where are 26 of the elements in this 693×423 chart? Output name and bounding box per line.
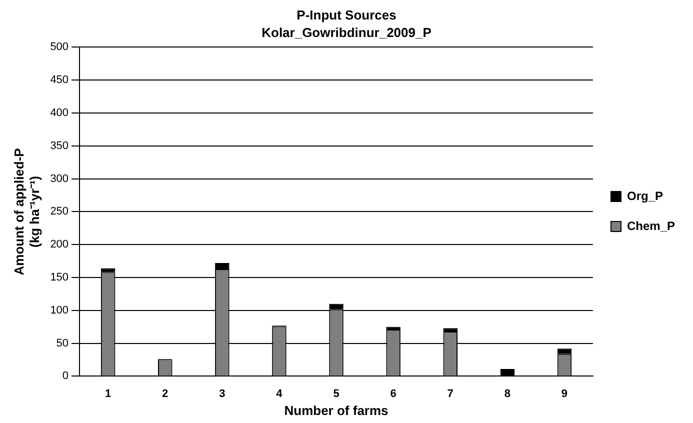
- x-tick-label: 1: [105, 388, 112, 400]
- y-tick-label: 400: [50, 107, 69, 120]
- x-tick-label: 9: [561, 388, 568, 400]
- y-tick-label: 100: [50, 304, 69, 316]
- y-tick-label: 50: [56, 337, 69, 350]
- x-tick-label: 5: [333, 388, 340, 400]
- x-tick-label: 4: [276, 388, 284, 400]
- y-tick-label: 500: [50, 41, 69, 54]
- x-axis-title: Number of farms: [284, 402, 388, 418]
- y-tick-label: 0: [62, 370, 69, 382]
- y-axis-title: Amount of applied-P (kg ha⁻¹yr⁻¹): [11, 148, 42, 276]
- legend-label: Org_P: [626, 188, 663, 203]
- x-tick-label: 2: [162, 388, 168, 400]
- x-tick-label: 3: [219, 388, 226, 400]
- y-tick-label: 150: [50, 272, 69, 284]
- x-tick-label: 6: [390, 388, 396, 400]
- y-tick-label: 250: [50, 206, 69, 218]
- y-tick-label: 200: [50, 238, 69, 251]
- y-tick-label: 450: [50, 74, 69, 86]
- x-tick-label: 8: [504, 388, 510, 400]
- y-tick-label: 300: [50, 172, 69, 185]
- legend-label: Chem_P: [626, 218, 676, 233]
- chart-subtitle: Kolar_Gowribdinur_2009_P: [262, 24, 432, 40]
- chart-title: P-Input Sources: [296, 7, 396, 22]
- y-tick-label: 350: [50, 140, 69, 152]
- x-tick-label: 7: [447, 388, 454, 400]
